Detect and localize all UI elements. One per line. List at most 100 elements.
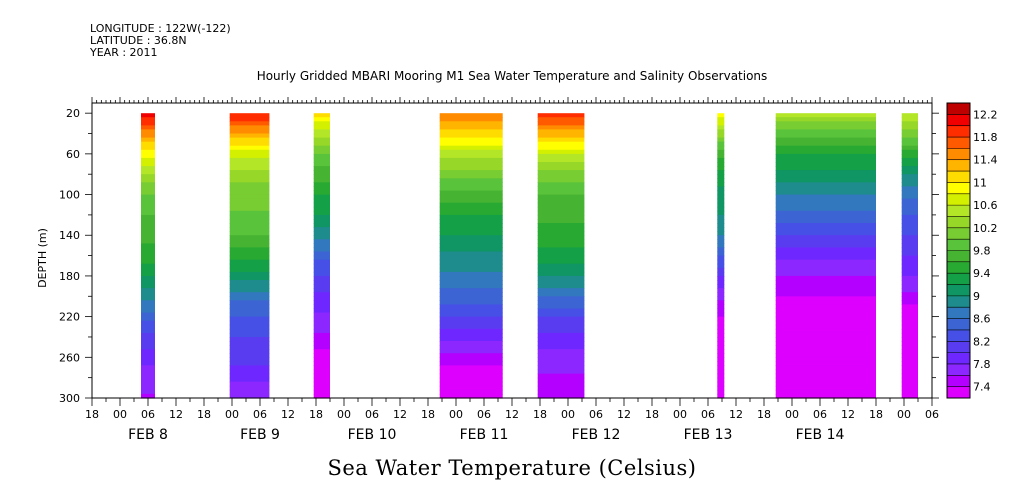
temperature-cell	[537, 182, 585, 187]
temperature-cell	[901, 190, 918, 196]
temperature-cell	[775, 349, 876, 354]
temperature-cell	[775, 280, 876, 285]
temperature-cell	[717, 280, 725, 285]
colorbar-swatch	[947, 216, 970, 229]
temperature-cell	[439, 389, 503, 395]
temperature-cell	[439, 227, 503, 232]
temperature-cell	[901, 267, 918, 273]
temperature-cell	[141, 292, 155, 297]
temperature-cell	[775, 247, 876, 253]
temperature-cell	[313, 284, 330, 289]
temperature-cell	[229, 214, 270, 220]
temperature-cell	[537, 263, 585, 269]
temperature-cell	[313, 166, 330, 171]
temperature-cell	[717, 259, 725, 265]
colorbar-swatch	[947, 114, 970, 127]
temperature-cell	[141, 223, 155, 228]
temperature-cell	[775, 292, 876, 297]
temperature-cell	[717, 251, 725, 257]
temperature-cell	[229, 133, 270, 139]
temperature-cell	[537, 353, 585, 358]
temperature-cell	[313, 223, 330, 228]
hour-tick-label: 18	[85, 408, 99, 421]
temperature-cell	[141, 121, 155, 126]
temperature-cell	[901, 284, 918, 289]
temperature-cell	[313, 337, 330, 342]
temperature-cell	[717, 190, 725, 196]
colorbar-swatch	[947, 125, 970, 138]
temperature-cell	[775, 312, 876, 318]
temperature-cell	[901, 357, 918, 362]
temperature-cell	[313, 247, 330, 253]
temperature-cell	[537, 284, 585, 289]
temperature-cell	[229, 239, 270, 244]
temperature-cell	[537, 381, 585, 387]
temperature-cell	[717, 214, 725, 220]
temperature-cell	[141, 312, 155, 318]
temperature-cell	[901, 365, 918, 371]
colorbar-label: 9.8	[973, 245, 991, 258]
temperature-cell	[901, 170, 918, 175]
temperature-cell	[229, 389, 270, 395]
temperature-cell	[717, 292, 725, 297]
temperature-cell	[439, 349, 503, 354]
temperature-cell	[439, 166, 503, 171]
temperature-cell	[775, 227, 876, 232]
temperature-cell	[141, 219, 155, 224]
temperature-cell	[775, 365, 876, 371]
temperature-cell	[229, 162, 270, 167]
temperature-cell	[141, 113, 155, 118]
colorbar-swatch	[947, 171, 970, 183]
temperature-cell	[141, 296, 155, 301]
temperature-cell	[439, 174, 503, 179]
temperature-cell	[439, 210, 503, 216]
temperature-cell	[141, 210, 155, 216]
temperature-cell	[901, 198, 918, 204]
temperature-cell	[141, 255, 155, 261]
temperature-cell	[313, 361, 330, 367]
temperature-cell	[439, 296, 503, 301]
temperature-cell	[439, 308, 503, 314]
metadata-block: LONGITUDE : 122W(-122) LATITUDE : 36.8N …	[90, 23, 231, 59]
temperature-cell	[717, 361, 725, 367]
temperature-cell	[901, 121, 918, 126]
temperature-cell	[717, 349, 725, 354]
temperature-cell	[901, 393, 918, 399]
hour-tick-label: 18	[757, 408, 771, 421]
temperature-cell	[717, 223, 725, 228]
temperature-cell	[439, 288, 503, 293]
temperature-cell	[313, 202, 330, 208]
temperature-cell	[229, 231, 270, 236]
temperature-cell	[537, 137, 585, 143]
colorbar-swatch	[947, 329, 970, 342]
colorbar-swatch	[947, 318, 970, 331]
temperature-cell	[901, 316, 918, 322]
temperature-cell	[313, 231, 330, 236]
temperature-cell	[717, 133, 725, 139]
temperature-cell	[537, 271, 585, 277]
temperature-cell	[537, 280, 585, 285]
temperature-cell	[141, 247, 155, 253]
colorbar-label: 8.2	[973, 335, 991, 348]
temperature-cell	[775, 113, 876, 118]
temperature-cell	[313, 235, 330, 240]
temperature-cell	[141, 214, 155, 220]
temperature-cell	[775, 133, 876, 139]
temperature-cell	[141, 369, 155, 375]
temperature-cell	[901, 145, 918, 151]
temperature-cell	[229, 267, 270, 273]
temperature-cell	[717, 227, 725, 232]
temperature-cell	[537, 190, 585, 196]
temperature-cell	[313, 288, 330, 293]
hour-tick-label: 00	[449, 408, 463, 421]
temperature-cell	[439, 341, 503, 346]
temperature-cell	[313, 121, 330, 126]
temperature-cell	[537, 239, 585, 244]
temperature-cell	[313, 300, 330, 305]
temperature-cell	[439, 137, 503, 143]
temperature-cell	[775, 194, 876, 200]
temperature-cell	[141, 137, 155, 143]
temperature-cell	[537, 292, 585, 297]
hour-tick-label: 00	[673, 408, 687, 421]
temperature-cell	[141, 178, 155, 183]
